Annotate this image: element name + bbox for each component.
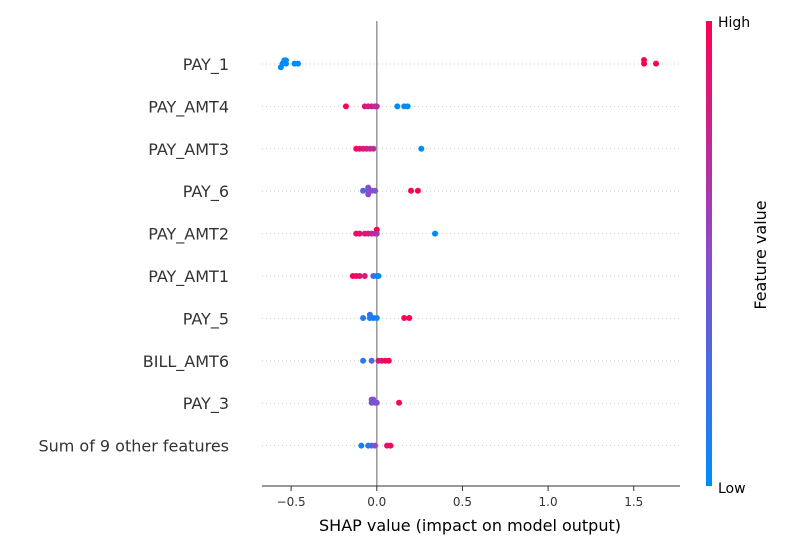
data-point <box>641 60 648 67</box>
data-point <box>401 315 408 321</box>
data-point <box>414 187 421 194</box>
data-point <box>360 315 367 321</box>
data-point <box>277 64 284 71</box>
data-point <box>365 191 372 198</box>
data-point <box>408 187 415 194</box>
feature-label: Sum of 9 other features <box>38 437 229 456</box>
feature-label: PAY_AMT2 <box>148 225 229 245</box>
data-point <box>372 442 379 449</box>
feature-label: PAY_5 <box>183 309 229 329</box>
data-point <box>432 230 439 237</box>
data-point <box>360 187 367 194</box>
data-point <box>373 399 380 406</box>
feature-label: PAY_AMT3 <box>148 140 229 160</box>
x-tick-label: −0.5 <box>277 495 306 509</box>
feature-label: PAY_6 <box>183 182 229 202</box>
data-point <box>368 357 375 364</box>
feature-label: PAY_AMT1 <box>148 267 229 287</box>
feature-label: PAY_3 <box>183 394 229 414</box>
data-point <box>356 273 363 279</box>
colorbar <box>706 21 712 486</box>
data-point <box>356 230 363 237</box>
data-point <box>358 442 365 449</box>
data-point <box>373 230 380 237</box>
x-axis-ticks: −0.5 0.0 0.5 1.0 1.5 <box>277 486 643 509</box>
data-point <box>396 399 403 406</box>
feature-label: PAY_1 <box>183 55 229 75</box>
data-point <box>370 145 377 152</box>
data-point <box>373 315 380 321</box>
data-point <box>360 357 367 364</box>
x-tick-label: 0.0 <box>367 495 386 509</box>
data-point <box>294 60 301 67</box>
data-point <box>342 103 349 110</box>
data-point <box>361 273 368 279</box>
data-point <box>373 103 380 110</box>
x-axis-title: SHAP value (impact on model output) <box>319 516 621 535</box>
data-point <box>387 442 394 449</box>
data-point <box>404 103 411 110</box>
feature-label: PAY_AMT4 <box>148 97 229 117</box>
row-gridlines <box>262 63 680 447</box>
x-tick-label: 1.5 <box>624 495 643 509</box>
feature-labels: PAY_1 PAY_AMT4 PAY_AMT3 PAY_6 PAY_AMT2 PAY_AM… <box>38 55 229 456</box>
data-point <box>282 60 289 67</box>
data-point <box>394 103 401 110</box>
colorbar-low-label: Low <box>718 481 746 497</box>
data-points <box>277 57 660 449</box>
data-point <box>653 60 660 67</box>
feature-label: BILL_AMT6 <box>143 352 229 372</box>
data-point <box>372 187 379 194</box>
x-tick-label: 0.5 <box>453 495 472 509</box>
data-point <box>375 273 382 279</box>
colorbar-title: Feature value <box>751 200 770 309</box>
data-point <box>385 357 392 364</box>
colorbar-high-label: High <box>718 15 750 31</box>
data-point <box>406 315 413 321</box>
x-tick-label: 1.0 <box>539 495 558 509</box>
data-point <box>418 145 425 152</box>
